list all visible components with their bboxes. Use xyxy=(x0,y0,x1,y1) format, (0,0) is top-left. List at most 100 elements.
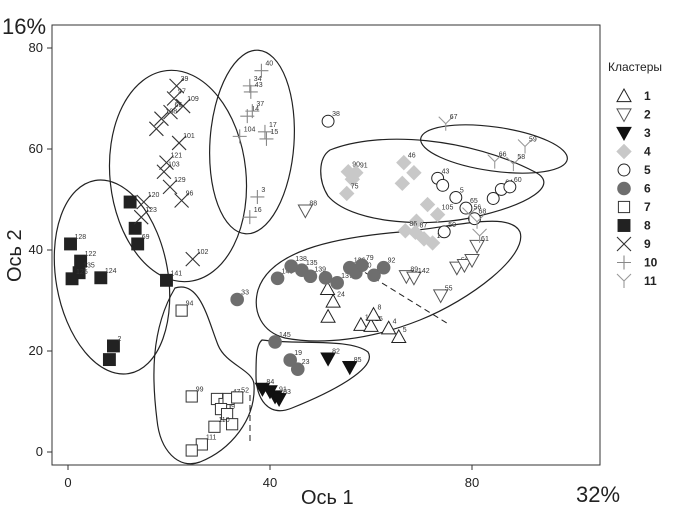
point-cluster-8 xyxy=(107,339,120,353)
cluster-outline-8 xyxy=(53,179,171,375)
point-label: 66 xyxy=(175,102,183,109)
legend-marker-11 xyxy=(616,273,632,288)
point-cluster-10 xyxy=(257,124,272,139)
legend-marker-8 xyxy=(617,219,631,232)
point-cluster-3 xyxy=(320,352,336,367)
point-label: 86 xyxy=(409,221,417,228)
point-cluster-1 xyxy=(319,280,336,295)
y-tick-label: 80 xyxy=(29,40,43,55)
point-label: 87 xyxy=(419,222,427,229)
point-label: 135 xyxy=(306,260,318,267)
legend-label-1: 1 xyxy=(644,89,651,103)
point-cluster-6 xyxy=(355,258,369,272)
y-tick-label: 0 xyxy=(36,444,43,459)
point-label: 60 xyxy=(514,177,522,184)
point-cluster-11 xyxy=(472,228,487,243)
point-cluster-10 xyxy=(245,104,260,119)
point-cluster-6 xyxy=(290,362,305,376)
point-label: 99 xyxy=(196,386,204,393)
point-label: 58 xyxy=(517,154,525,161)
legend-label-4: 4 xyxy=(644,145,651,159)
point-label: 91 xyxy=(360,163,368,170)
point-label: 125 xyxy=(76,269,88,276)
legend-label-3: 3 xyxy=(644,126,651,140)
x-tick-label: 40 xyxy=(263,475,277,490)
point-label: 129 xyxy=(174,177,186,184)
legend-marker-4 xyxy=(616,143,632,160)
point-cluster-11 xyxy=(506,156,521,172)
point-label: 75 xyxy=(351,183,359,190)
point-cluster-8 xyxy=(160,273,173,287)
point-cluster-4 xyxy=(419,196,436,213)
cluster-outlines xyxy=(53,49,568,465)
cluster-outline-3-6 xyxy=(255,339,370,412)
point-cluster-2 xyxy=(406,271,422,286)
point-label: 43 xyxy=(255,82,263,89)
point-label: 43 xyxy=(442,168,450,175)
point-label: 40 xyxy=(265,61,273,68)
point-cluster-4 xyxy=(406,165,422,181)
point-label: 94 xyxy=(186,301,194,308)
series-7: 949914647529110111 xyxy=(175,301,249,457)
point-label: 110 xyxy=(218,417,229,424)
point-cluster-1 xyxy=(365,306,382,321)
point-cluster-7 xyxy=(175,304,188,317)
point-cluster-9 xyxy=(136,194,152,210)
legend-label-2: 2 xyxy=(644,108,651,122)
point-cluster-10 xyxy=(250,189,265,204)
point-label: 92 xyxy=(388,258,396,265)
x-tick-label: 0 xyxy=(64,475,71,490)
legend-label-6: 6 xyxy=(644,182,651,196)
point-label: 105 xyxy=(442,205,454,212)
point-cluster-7 xyxy=(226,418,239,431)
point-cluster-6 xyxy=(367,268,381,283)
point-label: 33 xyxy=(241,289,249,296)
point-label: 85 xyxy=(354,357,362,364)
point-label: 37 xyxy=(256,101,264,108)
legend-marker-6 xyxy=(617,181,631,196)
point-label: 69 xyxy=(142,234,150,241)
point-cluster-4 xyxy=(394,175,411,192)
series-6: 331401381351391371361307976921451923 xyxy=(230,255,396,376)
point-cluster-3 xyxy=(341,361,358,376)
legend-label-11: 11 xyxy=(644,274,657,288)
legend-label-5: 5 xyxy=(644,163,651,177)
data-points: 2414925845888914255537161849183828590917… xyxy=(64,61,537,457)
point-label: 19 xyxy=(294,350,302,357)
point-label: 67 xyxy=(450,114,458,121)
point-cluster-10 xyxy=(242,78,257,93)
point-label: 142 xyxy=(418,268,430,275)
legend-marker-10 xyxy=(617,255,631,270)
point-cluster-2 xyxy=(469,239,485,254)
point-label: 82 xyxy=(332,349,340,356)
point-cluster-9 xyxy=(162,179,178,195)
cluster-outline-7 xyxy=(153,286,255,465)
corner-label-bottom-right: 32% xyxy=(576,482,620,507)
point-cluster-6 xyxy=(318,270,333,285)
point-cluster-8 xyxy=(94,271,108,285)
point-label: 137 xyxy=(341,273,353,280)
legend-label-9: 9 xyxy=(644,237,651,251)
divider-lines xyxy=(249,261,451,442)
point-cluster-9 xyxy=(185,251,201,267)
point-label: 102 xyxy=(197,249,209,256)
point-cluster-7 xyxy=(231,391,244,404)
point-cluster-11 xyxy=(469,214,485,229)
point-cluster-6 xyxy=(283,353,298,367)
point-cluster-5 xyxy=(437,225,451,239)
point-cluster-5 xyxy=(486,192,500,205)
point-label: 138 xyxy=(295,256,307,263)
point-cluster-10 xyxy=(242,210,257,225)
legend: Кластеры 1 2 3 4 5 6 7 8 9 10 11 xyxy=(608,60,662,288)
point-cluster-4 xyxy=(407,224,424,241)
y-tick-label: 40 xyxy=(29,242,43,257)
cluster-outline-9 xyxy=(108,69,248,283)
point-label: 8 xyxy=(378,305,382,312)
point-cluster-4 xyxy=(339,185,355,202)
point-cluster-1 xyxy=(325,293,341,308)
point-cluster-4 xyxy=(429,206,446,223)
point-label: 2 xyxy=(117,336,121,343)
point-label: 55 xyxy=(445,285,453,292)
cluster-outline-1-2-6 xyxy=(255,220,522,342)
point-label: 38 xyxy=(332,111,340,118)
